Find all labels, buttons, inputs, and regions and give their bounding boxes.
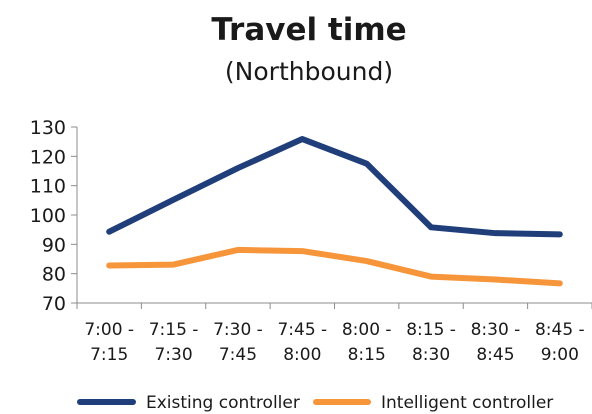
x-tick-label: 7:15 - 7:30 bbox=[149, 320, 199, 365]
legend-label: Intelligent controller bbox=[381, 393, 553, 413]
x-tick-label: 7:45 - 8:00 bbox=[277, 320, 327, 365]
legend-item: Intelligent controller bbox=[313, 393, 553, 413]
x-tick-label-line: 8:30 - bbox=[471, 320, 521, 340]
x-tick-label: 7:30 - 7:45 bbox=[213, 320, 263, 365]
y-tick-label: 110 bbox=[30, 176, 66, 198]
chart-title: Travel time bbox=[211, 12, 406, 48]
x-tick-label-line: 8:15 - bbox=[406, 320, 456, 340]
series-line-existing-controller bbox=[106, 136, 563, 238]
y-axis-ticks: 70 80 90 100 110 120 130 bbox=[30, 117, 77, 315]
x-axis-ticks: 7:00 - 7:15 7:15 - 7:30 7:30 - 7:45 7:45 - 8:00… bbox=[76, 303, 592, 365]
x-tick-label-line: 7:15 - bbox=[149, 320, 199, 340]
x-tick-label: 8:15 - 8:30 bbox=[406, 320, 456, 365]
y-tick-label: 90 bbox=[42, 234, 66, 256]
x-tick-label: 8:30 - 8:45 bbox=[471, 320, 521, 365]
x-tick-label: 8:00 - 8:15 bbox=[342, 320, 392, 365]
x-tick-label-line: 8:00 - bbox=[342, 320, 392, 340]
x-tick-label-line: 9:00 bbox=[541, 345, 579, 365]
x-tick-label-line: 8:00 bbox=[283, 345, 321, 365]
chart-subtitle: (Northbound) bbox=[225, 57, 393, 86]
chart-legend: Existing controller Intelligent controlle… bbox=[77, 393, 553, 413]
y-tick-label: 130 bbox=[30, 117, 66, 139]
x-tick-label-line: 8:45 - bbox=[535, 320, 585, 340]
x-tick-label-line: 7:15 bbox=[90, 345, 128, 365]
x-tick-label-line: 7:45 bbox=[219, 345, 257, 365]
x-tick-label-line: 7:45 - bbox=[277, 320, 327, 340]
y-tick-label: 120 bbox=[30, 146, 66, 168]
x-tick-label: 8:45 - 9:00 bbox=[535, 320, 585, 365]
x-tick-label-line: 8:15 bbox=[348, 345, 386, 365]
x-tick-label-line: 7:00 - bbox=[84, 320, 134, 340]
x-tick-label: 7:00 - 7:15 bbox=[84, 320, 134, 365]
y-tick-label: 100 bbox=[30, 205, 66, 227]
legend-item: Existing controller bbox=[77, 393, 300, 413]
chart-series bbox=[106, 136, 563, 287]
x-tick-label-line: 7:30 - bbox=[213, 320, 263, 340]
y-tick-label: 70 bbox=[42, 293, 66, 315]
series-line-intelligent-controller bbox=[106, 246, 563, 287]
y-tick-label: 80 bbox=[42, 264, 66, 286]
x-tick-label-line: 7:30 bbox=[154, 345, 192, 365]
x-tick-label-line: 8:45 bbox=[476, 345, 514, 365]
x-tick-label-line: 8:30 bbox=[412, 345, 450, 365]
legend-label: Existing controller bbox=[146, 393, 300, 413]
